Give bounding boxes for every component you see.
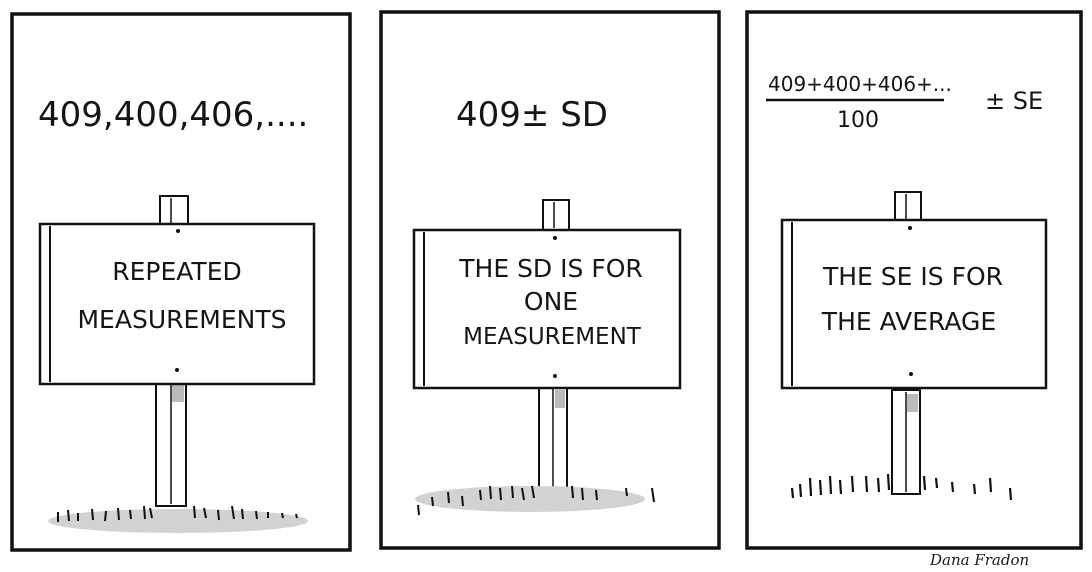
panel-1-sign-post [155,195,189,507]
panel-3: 409+400+406+... 100 ± SE [745,10,1083,569]
panel-1-grass [48,505,308,533]
panel-1-top-text: 409,400,406,.... [38,95,308,135]
panel-3-top-numerator: 409+400+406+... [768,72,952,96]
panel-1: 409,400,406,.... [10,12,352,552]
panel-3-frame [745,10,1083,550]
panel-2-sign: THE SD IS FOR ONE MEASUREMENT [412,228,682,390]
panel-3-sign: THE SE IS FOR THE AVERAGE [780,218,1048,390]
panel-2-grass [415,485,655,516]
panel-3-sign-post [891,191,922,495]
panel-3-top-denominator: 100 [837,108,879,133]
panel-3-sign-line-2: THE AVERAGE [821,307,996,336]
panel-1-sign: REPEATED MEASUREMENTS [38,222,316,386]
panel-3-grass [790,473,1013,501]
panel-1-sign-line-1: REPEATED [112,257,242,286]
panel-2-sign-line-2: ONE [524,287,578,316]
panel-2: 409± SD TH [379,10,721,550]
panel-1-sign-line-2: MEASUREMENTS [77,305,286,334]
panel-2-frame [379,10,721,550]
panel-1-frame [10,12,352,552]
panel-3-top-suffix: ± SE [985,87,1043,115]
panel-3-sign-line-1: THE SE IS FOR [822,262,1003,291]
panel-2-sign-line-1: THE SD IS FOR [458,254,643,283]
artist-signature: Dana Fradon [929,551,1029,569]
panel-2-top-text: 409± SD [456,95,608,135]
panel-2-sign-post [538,199,570,497]
panel-2-sign-line-3: MEASUREMENT [463,324,642,350]
